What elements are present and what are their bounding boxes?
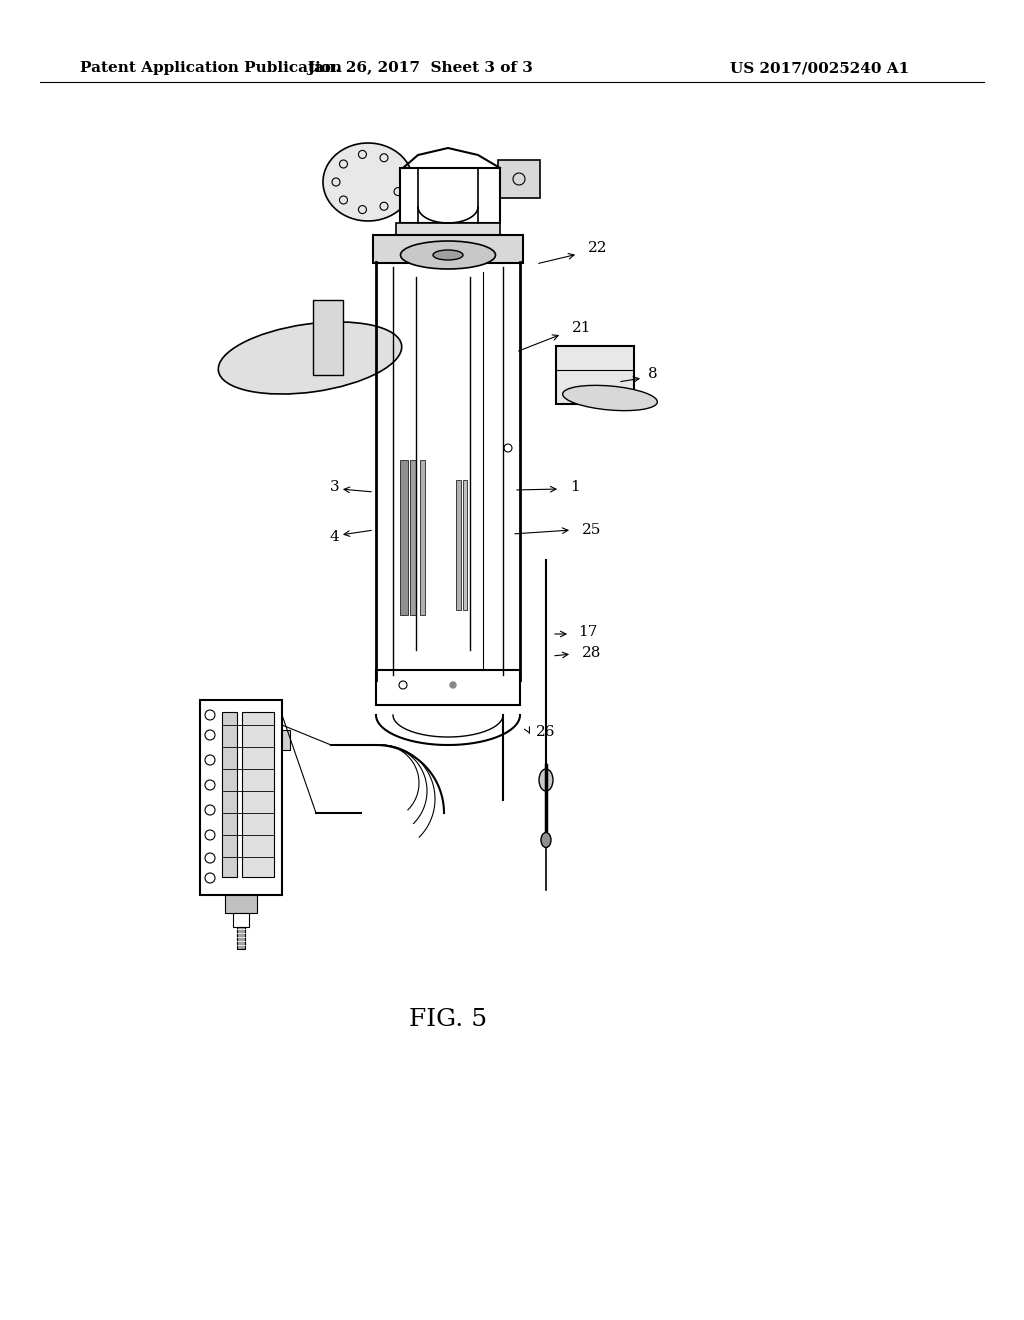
Text: 25: 25	[582, 523, 601, 537]
Text: 28: 28	[582, 645, 601, 660]
Bar	[233, 913, 249, 927]
Text: 22: 22	[588, 242, 607, 255]
Bar	[400, 459, 408, 615]
Bar	[237, 927, 245, 949]
Bar	[373, 235, 523, 263]
Ellipse shape	[218, 322, 401, 395]
Text: Jan. 26, 2017  Sheet 3 of 3: Jan. 26, 2017 Sheet 3 of 3	[307, 61, 532, 75]
Text: 1: 1	[570, 480, 580, 494]
Bar	[420, 459, 425, 615]
Text: FIG. 5: FIG. 5	[409, 1008, 487, 1031]
Bar	[222, 711, 237, 876]
Bar	[313, 300, 343, 375]
Text: 17: 17	[578, 624, 597, 639]
Ellipse shape	[562, 385, 657, 411]
Bar	[498, 160, 540, 198]
Bar	[242, 711, 274, 876]
Ellipse shape	[539, 770, 553, 791]
Ellipse shape	[433, 249, 463, 260]
Text: 3: 3	[330, 480, 340, 494]
Text: 26: 26	[536, 725, 555, 739]
Bar	[456, 480, 461, 610]
Ellipse shape	[323, 143, 413, 220]
Bar	[410, 459, 416, 615]
Bar	[225, 895, 257, 913]
Text: US 2017/0025240 A1: US 2017/0025240 A1	[730, 61, 909, 75]
Bar	[200, 700, 282, 895]
Bar	[396, 223, 500, 235]
Text: 8: 8	[648, 367, 657, 381]
Ellipse shape	[400, 242, 496, 269]
Bar	[282, 730, 290, 750]
Bar	[376, 671, 520, 705]
Bar	[556, 346, 634, 404]
Ellipse shape	[541, 833, 551, 847]
Text: 21: 21	[572, 321, 592, 335]
Bar	[463, 480, 467, 610]
Text: Patent Application Publication: Patent Application Publication	[80, 61, 342, 75]
FancyBboxPatch shape	[400, 168, 500, 223]
Text: 4: 4	[330, 531, 340, 544]
Circle shape	[450, 682, 456, 688]
